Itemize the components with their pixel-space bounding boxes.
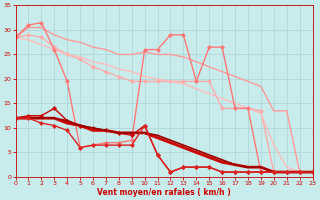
X-axis label: Vent moyen/en rafales ( km/h ): Vent moyen/en rafales ( km/h )	[97, 188, 231, 197]
